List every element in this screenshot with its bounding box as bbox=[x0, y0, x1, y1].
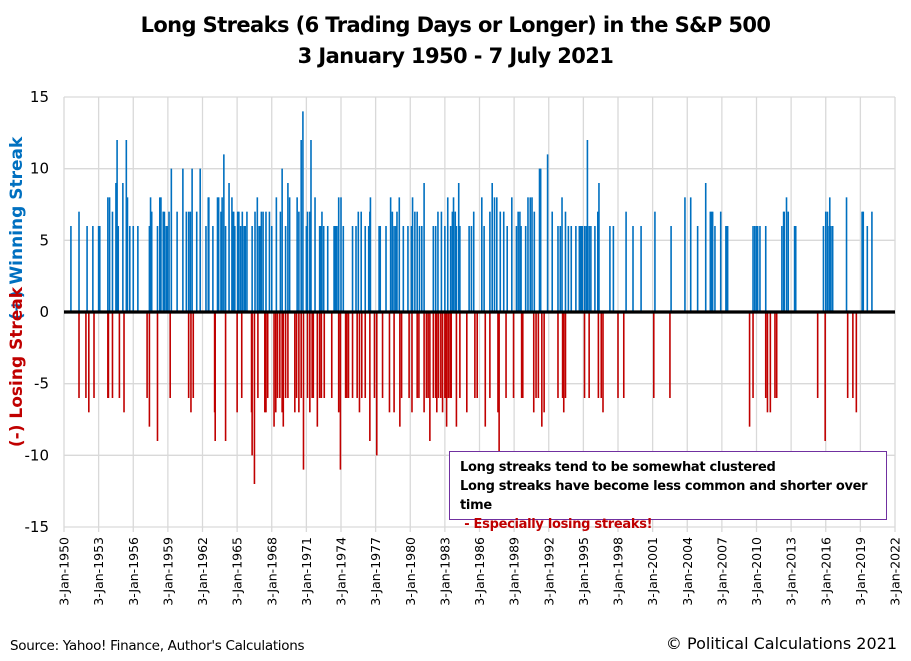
x-tick-label: 3-Jan-1959 bbox=[160, 537, 175, 606]
x-tick-label: 3-Jan-1992 bbox=[541, 537, 556, 606]
x-tick-label: 3-Jan-1983 bbox=[437, 537, 452, 606]
x-tick-label: 3-Jan-1998 bbox=[611, 537, 626, 606]
x-axis-ticks: 3-Jan-1950 3-Jan-1953 3-Jan-1956 3-Jan-1959… bbox=[57, 537, 903, 606]
x-tick-label: 3-Jan-1980 bbox=[403, 537, 418, 606]
x-tick-label: 3-Jan-2022 bbox=[888, 537, 903, 606]
y-axis-label-winning: (+) Winning Streak bbox=[7, 136, 27, 320]
x-tick-label: 3-Jan-1956 bbox=[126, 537, 141, 606]
x-tick-label: 3-Jan-1953 bbox=[91, 537, 106, 606]
x-tick-label: 3-Jan-1965 bbox=[230, 537, 245, 606]
x-tick-label: 3-Jan-1968 bbox=[264, 537, 279, 606]
x-tick-label: 3-Jan-1995 bbox=[576, 537, 591, 606]
x-tick-label: 3-Jan-2007 bbox=[714, 537, 729, 606]
y-tick-label: -5 bbox=[34, 375, 49, 393]
copyright-note: © Political Calculations 2021 bbox=[665, 634, 897, 653]
x-tick-label: 3-Jan-2001 bbox=[645, 537, 660, 606]
chart-subtitle: 3 January 1950 - 7 July 2021 bbox=[297, 44, 614, 68]
y-axis-label-losing: (-) Losing Streak bbox=[7, 286, 27, 447]
x-tick-label: 3-Jan-1977 bbox=[368, 537, 383, 606]
x-tick-label: 3-Jan-2004 bbox=[680, 537, 695, 606]
streak-bars bbox=[70, 111, 873, 484]
annotation-line-1: Long streaks tend to be somewhat cluster… bbox=[460, 460, 776, 475]
chart-title: Long Streaks (6 Trading Days or Longer) … bbox=[140, 13, 771, 37]
x-tick-label: 3-Jan-1971 bbox=[299, 537, 314, 606]
x-tick-label: 3-Jan-2019 bbox=[853, 537, 868, 606]
y-tick-label: -10 bbox=[25, 446, 50, 464]
x-tick-label: 3-Jan-2013 bbox=[784, 537, 799, 606]
x-tick-label: 3-Jan-1950 bbox=[57, 537, 72, 606]
y-tick-label: 5 bbox=[39, 231, 49, 249]
x-tick-label: 3-Jan-1974 bbox=[334, 537, 349, 606]
chart-title-block: Long Streaks (6 Trading Days or Longer) … bbox=[0, 10, 911, 72]
annotation-box: Long streaks tend to be somewhat cluster… bbox=[449, 451, 887, 532]
y-tick-label: -15 bbox=[25, 518, 50, 536]
y-tick-label: 0 bbox=[39, 303, 49, 321]
annotation-line-3: - Especially losing streaks! bbox=[460, 517, 653, 532]
x-tick-label: 3-Jan-2010 bbox=[749, 537, 764, 606]
source-note: Source: Yahoo! Finance, Author's Calcula… bbox=[10, 638, 305, 654]
x-tick-label: 3-Jan-2016 bbox=[818, 537, 833, 606]
x-tick-label: 3-Jan-1986 bbox=[472, 537, 487, 606]
y-tick-label: 10 bbox=[30, 160, 49, 178]
x-tick-label: 3-Jan-1962 bbox=[195, 537, 210, 606]
y-tick-label: 15 bbox=[30, 88, 49, 106]
annotation-line-2: Long streaks have become less common and… bbox=[460, 479, 868, 513]
y-axis-ticks: 15 10 5 0 -5 -10 -15 bbox=[25, 88, 50, 536]
x-tick-label: 3-Jan-1989 bbox=[507, 537, 522, 606]
